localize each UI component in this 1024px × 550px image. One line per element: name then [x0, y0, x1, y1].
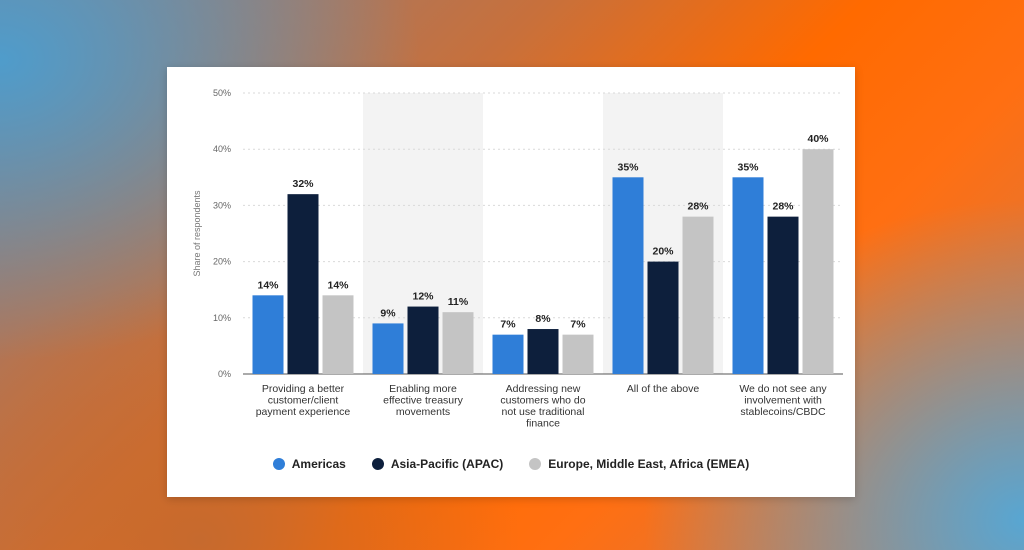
legend-swatch-americas [272, 458, 285, 470]
bar [372, 323, 404, 374]
legend-item-apac[interactable]: Asia-Pacific (APAC) [371, 457, 504, 471]
x-tick-label: We do not see any [739, 383, 827, 395]
x-tick-label: Enabling more [389, 383, 457, 395]
y-tick-label: 10% [213, 313, 231, 323]
data-label: 14% [327, 279, 349, 291]
data-label: 12% [412, 291, 434, 303]
chart-card: 0% 10% 20% 30% 40% 50% Share of respondents 14%… [167, 67, 855, 497]
x-tick-label: effective treasury [383, 395, 464, 407]
x-tick-label: Providing a better [262, 383, 345, 395]
bar [767, 216, 799, 374]
x-tick-label: payment experience [256, 406, 351, 418]
y-tick-label: 20% [213, 257, 231, 267]
data-label: 14% [257, 279, 279, 291]
bar [492, 334, 524, 374]
bar-chart: 0% 10% 20% 30% 40% 50% Share of respondents 14%… [192, 88, 843, 430]
y-tick-label: 50% [213, 88, 231, 98]
x-tick-label: customers who do [500, 395, 585, 407]
y-tick-label: 40% [213, 144, 231, 154]
bar [442, 312, 474, 374]
data-label: 7% [500, 319, 516, 331]
data-label: 28% [687, 201, 709, 213]
data-label: 9% [380, 307, 396, 319]
x-tick-label: Addressing new [506, 383, 581, 395]
legend-swatch-apac [371, 458, 384, 470]
x-tick-label: movements [396, 406, 450, 418]
legend-label-americas: Americas [291, 457, 346, 471]
bar [407, 306, 439, 374]
data-label: 11% [448, 296, 469, 308]
bar [647, 261, 679, 374]
bar [562, 334, 594, 374]
data-label: 40% [807, 133, 829, 145]
bar [252, 295, 284, 374]
bar [682, 216, 714, 374]
data-label: 32% [292, 178, 314, 190]
x-tick-label: finance [526, 418, 560, 430]
legend-item-emea[interactable]: Europe, Middle East, Africa (EMEA) [529, 457, 749, 471]
bar [732, 177, 764, 374]
data-label: 35% [737, 161, 759, 173]
legend-swatch-emea [529, 458, 542, 470]
legend-label-emea: Europe, Middle East, Africa (EMEA) [548, 457, 750, 471]
legend: Americas Asia-Pacific (APAC) Europe, Mid… [167, 453, 855, 475]
bar [802, 149, 834, 374]
data-label: 7% [570, 319, 586, 331]
x-tick-label: involvement with [744, 395, 822, 407]
x-tick-label: customer/client [268, 395, 339, 407]
bar [287, 194, 319, 374]
data-label: 28% [772, 201, 794, 213]
y-tick-label: 0% [218, 369, 231, 379]
x-tick-label: All of the above [627, 383, 700, 395]
legend-label-apac: Asia-Pacific (APAC) [390, 457, 504, 471]
bar [322, 295, 354, 374]
legend-item-americas[interactable]: Americas [272, 457, 346, 471]
y-axis-label: Share of respondents [192, 190, 202, 277]
bar [612, 177, 644, 374]
data-label: 8% [535, 313, 551, 325]
bar [527, 329, 559, 374]
x-tick-label: stablecoins/CBDC [740, 406, 826, 418]
y-tick-label: 30% [213, 200, 231, 210]
data-label: 35% [617, 161, 639, 173]
x-tick-label: not use traditional [502, 406, 585, 418]
data-label: 20% [652, 246, 674, 258]
